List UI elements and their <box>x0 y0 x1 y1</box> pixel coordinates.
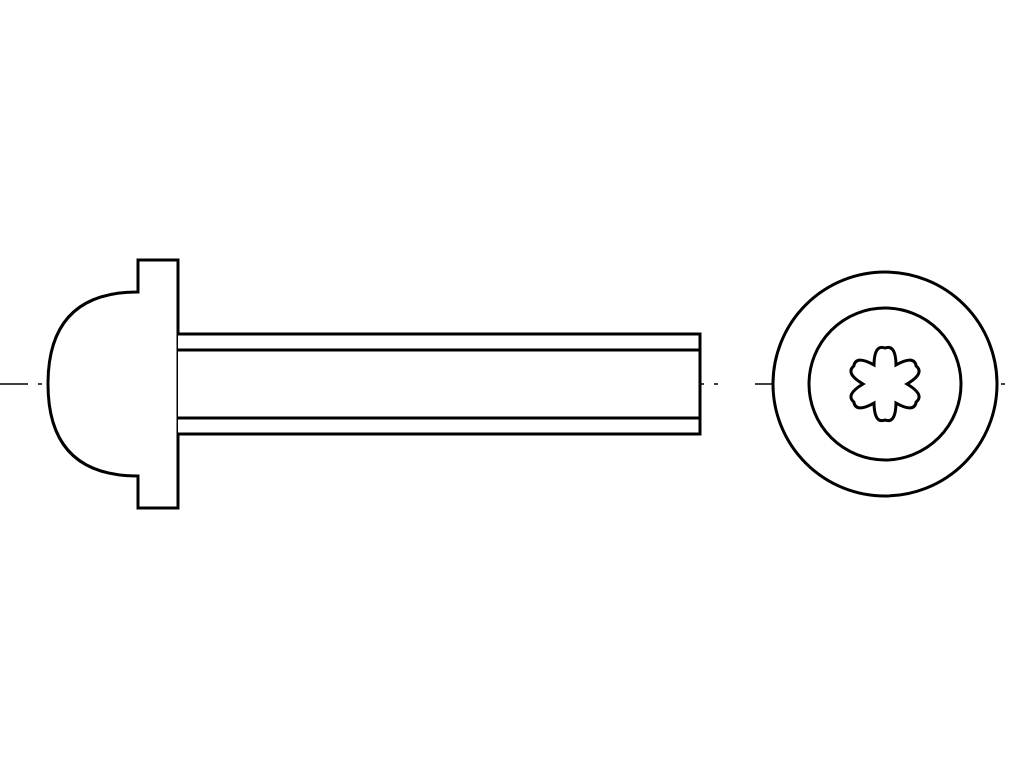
screw-side-view <box>48 260 700 508</box>
screw-top-view <box>773 272 997 496</box>
screw-head-outline <box>48 260 178 508</box>
screw-technical-drawing <box>0 0 1024 768</box>
